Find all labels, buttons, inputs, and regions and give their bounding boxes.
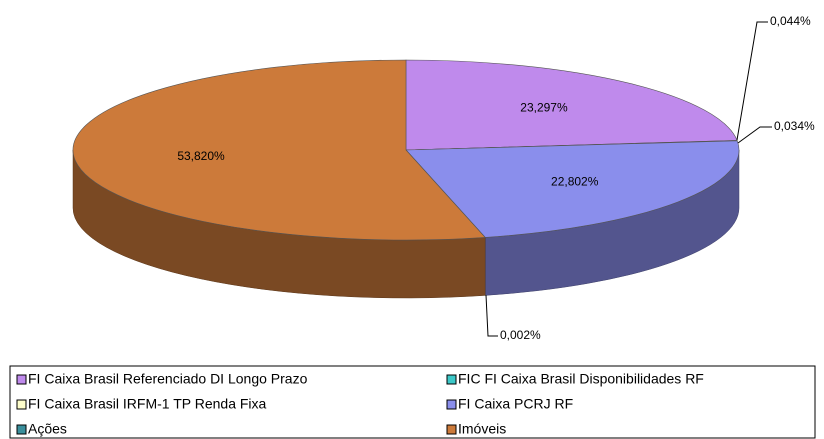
- pie-slice: [405, 140, 740, 238]
- data-label: 0,002%: [500, 328, 541, 342]
- legend-label: FI Caixa PCRJ RF: [458, 396, 573, 412]
- legend-swatch: [16, 399, 27, 410]
- legend-label: Imóveis: [458, 421, 506, 437]
- legend-label: FIC FI Caixa Brasil Disponibilidades RF: [458, 371, 704, 387]
- pie-slice: [72, 59, 486, 241]
- legend-label: FI Caixa Brasil Referenciado DI Longo Pr…: [28, 371, 308, 387]
- legend-swatch: [446, 424, 457, 435]
- legend-label: FI Caixa Brasil IRFM-1 TP Renda Fixa: [28, 396, 267, 412]
- leader-line: [736, 21, 768, 141]
- data-label: 0,044%: [770, 14, 811, 28]
- legend-swatch: [16, 374, 27, 385]
- legend-box: [9, 365, 816, 439]
- data-label: 22,802%: [551, 174, 599, 188]
- pie-slice: [405, 59, 738, 151]
- legend-swatch: [446, 399, 457, 410]
- legend: FI Caixa Brasil Referenciado DI Longo Pr…: [16, 371, 704, 437]
- data-label: 53,820%: [177, 149, 225, 163]
- legend-label: Ações: [28, 421, 67, 437]
- legend-swatch: [16, 424, 27, 435]
- leader-line: [737, 126, 772, 144]
- leader-line: [485, 294, 498, 337]
- data-label: 0,034%: [774, 119, 815, 133]
- legend-swatch: [446, 374, 457, 385]
- data-label: 23,297%: [520, 101, 568, 115]
